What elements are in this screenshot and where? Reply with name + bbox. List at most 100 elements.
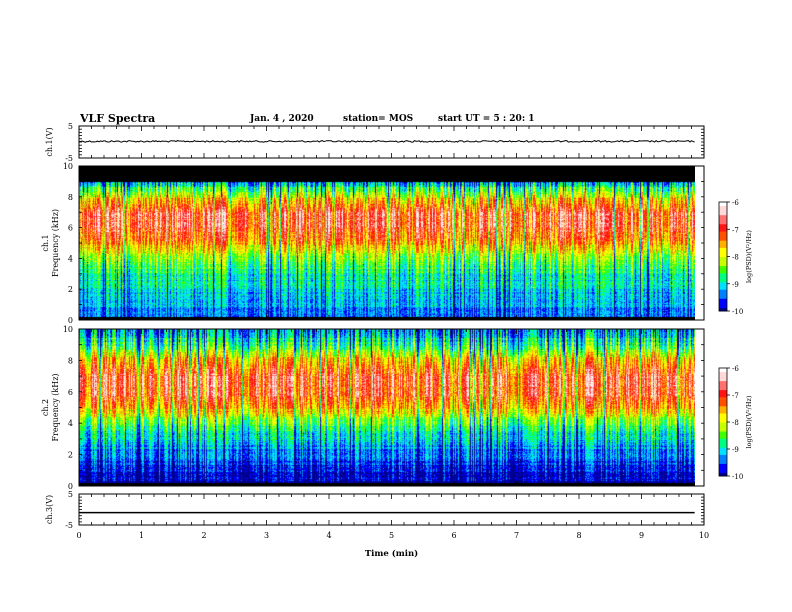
colorbar-cell <box>719 431 727 434</box>
colorbar-cell <box>719 405 727 409</box>
ch2-label: ch.2 <box>41 399 50 416</box>
colorbar-cell <box>719 391 727 394</box>
colorbar-cell <box>719 280 727 283</box>
colorbar-cell <box>719 432 727 436</box>
colorbar-cell <box>719 274 727 277</box>
x-tick-label: 0 <box>76 531 81 540</box>
colorbar-cell <box>719 440 727 443</box>
colorbar-tick-label: -9 <box>732 281 739 289</box>
colorbar-cell <box>719 445 727 448</box>
start-ut-label: start UT = 5 : 20: 1 <box>438 114 535 124</box>
y-tick-label: 8 <box>68 356 73 365</box>
colorbar-cell <box>719 271 727 274</box>
colorbar-cell <box>719 229 727 232</box>
colorbar-cell <box>719 468 727 472</box>
colorbar-cell <box>719 285 727 288</box>
colorbar-cell <box>719 458 727 461</box>
ch3-voltage-ylabel: ch.3(V) <box>45 495 54 524</box>
x-tick-label: 4 <box>326 531 331 540</box>
ch2-colorbar-label: log(PSD)(V²/Hz) <box>745 395 753 448</box>
y-tick-label: 4 <box>68 419 73 428</box>
date-label: Jan. 4 , 2020 <box>250 114 314 124</box>
y-tick-label: 5 <box>68 122 73 131</box>
x-tick-label: 6 <box>451 531 456 540</box>
ch1-spectrogram-image <box>79 166 695 320</box>
ch1-label: ch.1 <box>41 234 50 251</box>
colorbar-cell <box>719 269 727 272</box>
colorbar-tick-label: -8 <box>732 254 739 262</box>
colorbar-cell <box>719 298 727 301</box>
y-tick-label: 2 <box>68 285 73 294</box>
colorbar-tick-label: -8 <box>732 419 739 427</box>
x-tick-label: 1 <box>139 531 144 540</box>
colorbar-cell <box>719 265 727 268</box>
colorbar-cell <box>719 272 727 276</box>
colorbar-cell <box>719 470 727 473</box>
colorbar-cell <box>719 447 727 450</box>
colorbar-cell <box>719 261 727 265</box>
colorbar-cell <box>719 225 727 228</box>
colorbar-cell <box>719 220 727 223</box>
x-axis-label: Time (min) <box>365 548 418 559</box>
colorbar-cell <box>719 402 727 405</box>
colorbar-cell <box>719 373 727 376</box>
x-tick-label: 3 <box>264 531 269 540</box>
colorbar-cell <box>719 436 727 439</box>
colorbar-tick-label: -6 <box>732 365 739 373</box>
colorbar-cell <box>719 400 727 403</box>
colorbar-cell <box>719 292 727 296</box>
colorbar-cell <box>719 296 727 299</box>
y-tick-label: 8 <box>68 193 73 202</box>
colorbar-cell <box>719 251 727 254</box>
colorbar-cell <box>719 395 727 398</box>
colorbar-cell <box>719 241 727 245</box>
colorbar-cell <box>719 254 727 257</box>
colorbar-cell <box>719 396 727 400</box>
colorbar-cell <box>719 369 727 373</box>
y-tick-label: 10 <box>63 325 73 334</box>
colorbar-tick-label: -6 <box>732 199 739 207</box>
chart-title: VLF Spectra <box>80 112 156 125</box>
colorbar-cell <box>719 389 727 392</box>
colorbar-cell <box>719 249 727 252</box>
colorbar-cell <box>719 371 727 374</box>
colorbar-cell <box>719 301 727 305</box>
colorbar-tick-label: -7 <box>732 392 739 400</box>
colorbar-cell <box>719 211 727 214</box>
colorbar-tick-label: -10 <box>732 308 743 316</box>
colorbar-cell <box>719 443 727 446</box>
colorbar-cell <box>719 387 727 391</box>
colorbar-cell <box>719 449 727 452</box>
colorbar-cell <box>719 238 727 241</box>
colorbar-cell <box>719 378 727 382</box>
colorbar-cell <box>719 300 727 303</box>
colorbar-cell <box>719 205 727 208</box>
colorbar-cell <box>719 202 727 205</box>
colorbar-cell <box>719 256 727 259</box>
colorbar-cell <box>719 240 727 243</box>
colorbar-cell <box>719 289 727 292</box>
colorbar-cell <box>719 393 727 396</box>
colorbar-cell <box>719 209 727 212</box>
colorbar-cell <box>719 377 727 380</box>
colorbar-cell <box>719 214 727 218</box>
colorbar-cell <box>719 232 727 236</box>
colorbar-cell <box>719 382 727 385</box>
ch2-colorbar <box>718 367 730 477</box>
colorbar-cell <box>719 467 727 470</box>
colorbar-cell <box>719 258 727 261</box>
colorbar-cell <box>719 472 727 475</box>
station-label: station= MOS <box>343 114 414 124</box>
colorbar-cell <box>719 278 727 281</box>
y-tick-label: 10 <box>63 162 73 171</box>
colorbar-cell <box>719 434 727 437</box>
colorbar-cell <box>719 221 727 225</box>
ch2-spectrogram <box>79 329 695 486</box>
colorbar-cell <box>719 263 727 267</box>
colorbar-cell <box>719 305 727 308</box>
colorbar-cell <box>719 234 727 238</box>
colorbar-cell <box>719 375 727 378</box>
colorbar-cell <box>719 407 727 410</box>
colorbar-cell <box>719 281 727 285</box>
